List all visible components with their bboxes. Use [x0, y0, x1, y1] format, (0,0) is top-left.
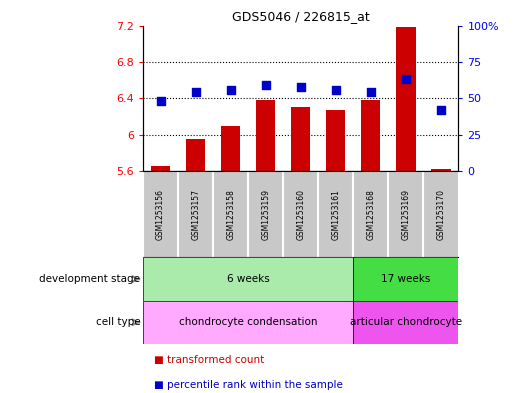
Bar	[326, 110, 346, 171]
Point	[261, 82, 270, 88]
Bar	[361, 100, 381, 171]
Title: GDS5046 / 226815_at: GDS5046 / 226815_at	[232, 10, 369, 23]
Text: 6 weeks: 6 weeks	[227, 274, 270, 284]
Bar	[143, 301, 354, 344]
Text: GSM1253168: GSM1253168	[366, 189, 375, 240]
Text: GSM1253160: GSM1253160	[296, 189, 305, 240]
Bar	[186, 139, 205, 171]
Bar	[291, 107, 311, 171]
Text: GSM1253169: GSM1253169	[401, 189, 410, 240]
Text: development stage: development stage	[39, 274, 140, 284]
Text: cell type: cell type	[96, 317, 140, 327]
Bar	[431, 169, 450, 171]
Text: GSM1253170: GSM1253170	[436, 189, 445, 240]
Point	[332, 86, 340, 93]
Text: GSM1253161: GSM1253161	[331, 189, 340, 240]
Point	[156, 98, 165, 104]
Bar	[354, 301, 458, 344]
Text: GSM1253159: GSM1253159	[261, 189, 270, 240]
Bar	[151, 166, 170, 171]
Point	[297, 83, 305, 90]
Text: GSM1253156: GSM1253156	[156, 189, 165, 240]
Text: chondrocyte condensation: chondrocyte condensation	[179, 317, 317, 327]
Bar	[143, 257, 354, 301]
Bar	[396, 28, 416, 171]
Point	[437, 107, 445, 113]
Text: GSM1253158: GSM1253158	[226, 189, 235, 240]
Bar	[256, 100, 276, 171]
Point	[402, 76, 410, 83]
Bar	[221, 125, 240, 171]
Bar	[354, 257, 458, 301]
Text: 17 weeks: 17 weeks	[381, 274, 430, 284]
Point	[226, 86, 235, 93]
Text: ■ transformed count: ■ transformed count	[154, 354, 264, 365]
Text: ■ percentile rank within the sample: ■ percentile rank within the sample	[154, 380, 342, 390]
Point	[367, 89, 375, 95]
Text: GSM1253157: GSM1253157	[191, 189, 200, 240]
Point	[191, 89, 200, 95]
Text: articular chondrocyte: articular chondrocyte	[350, 317, 462, 327]
